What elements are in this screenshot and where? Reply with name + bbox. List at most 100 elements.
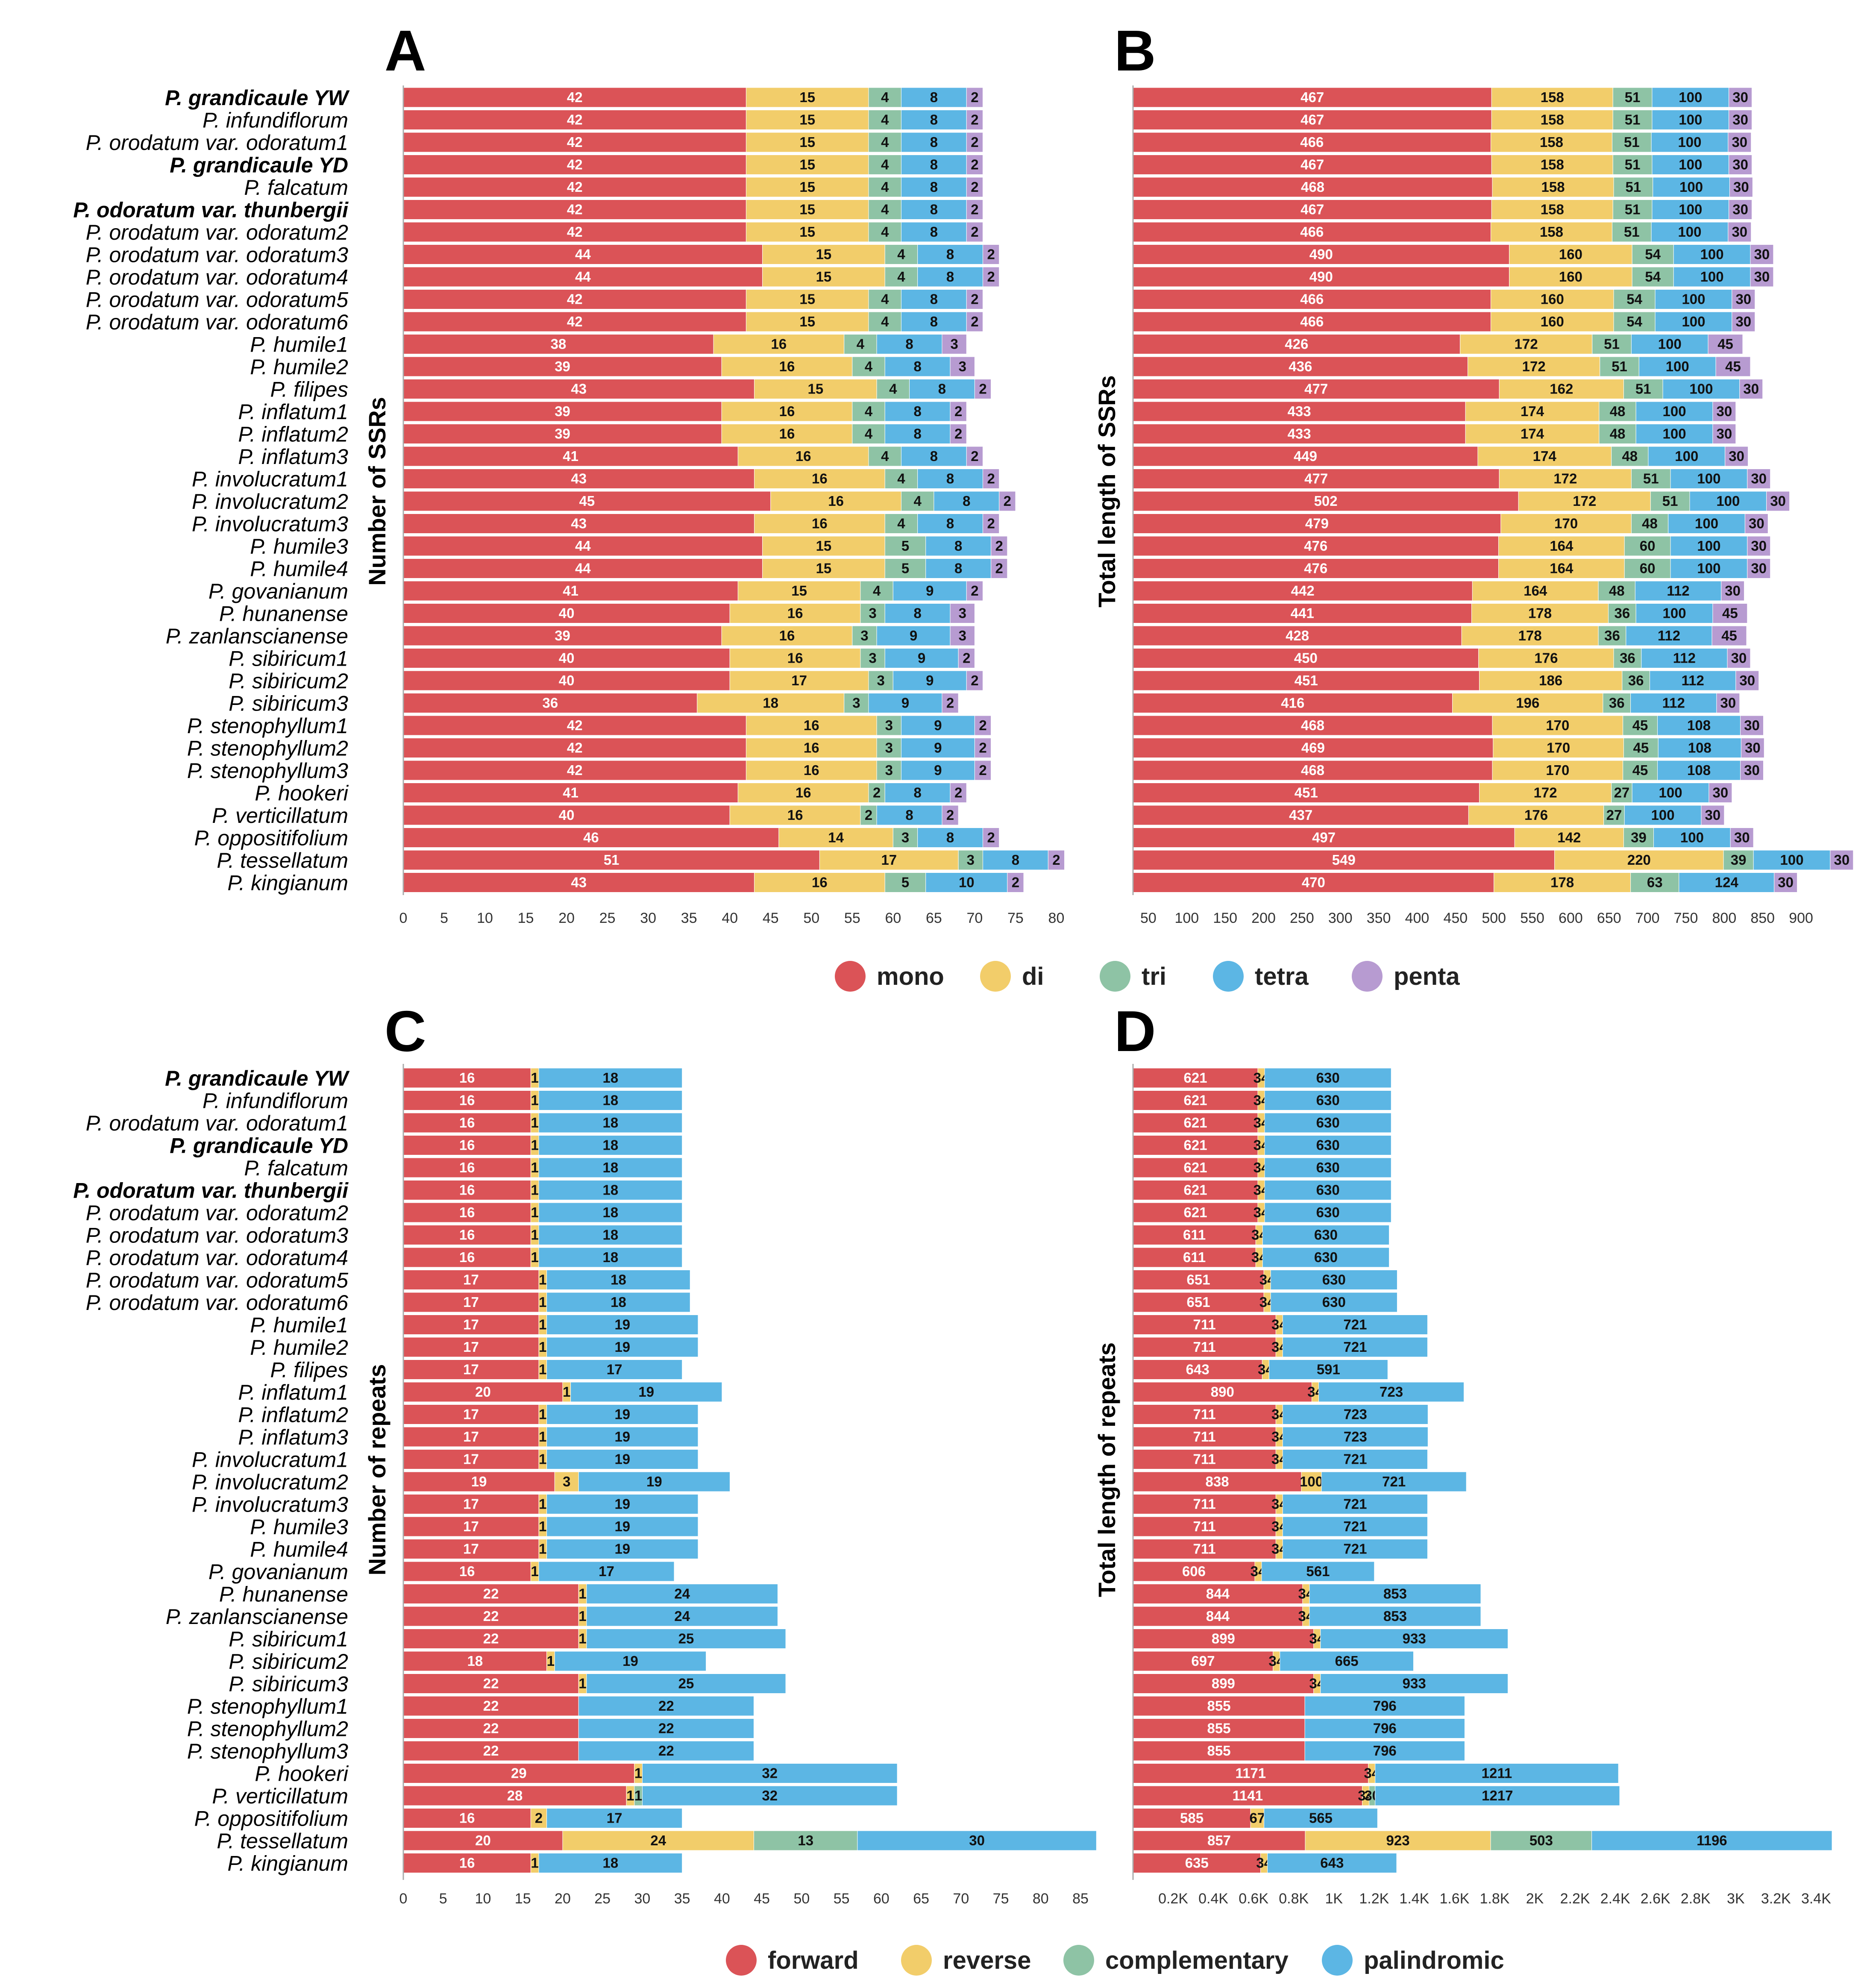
bar-tri [1611,446,1649,467]
bar-palindromic [1268,1360,1388,1380]
bar-forward [1133,1606,1303,1627]
bar-row-C-3: 16 1 18 [403,1113,683,1133]
bar-mono [1133,132,1491,153]
value-label-palindromic: 721 [1343,1317,1367,1333]
bar-row-B-13: 436 172 51 100 45 [1133,356,1751,377]
bar-di [1500,514,1632,534]
value-label-di: 164 [1550,538,1573,554]
bar-row-D-34: 585 67 565 [1133,1808,1378,1828]
value-label-forward: 22 [483,1676,499,1691]
tick-label: 5 [439,1891,447,1907]
value-label-tri: 4 [897,269,905,285]
bar-mono [1133,558,1499,578]
value-label-penta: 2 [954,403,962,419]
value-label-di: 160 [1541,291,1564,307]
value-label-di: 160 [1559,247,1582,262]
bar-tetra [917,469,983,489]
value-label-tri: 3 [869,650,876,666]
bar-tetra [884,648,959,668]
bar-row-D-29: 855 796 [1133,1696,1465,1716]
value-label-di: 196 [1516,695,1539,711]
value-label-penta: 3 [950,336,958,352]
value-label-tri: 3 [885,717,893,733]
value-label-di: 16 [804,740,819,756]
value-label-forward: 16 [459,1249,475,1265]
value-label-forward: 17 [463,1429,479,1445]
value-label-tri: 4 [897,516,905,532]
tick-label: 45 [763,910,779,926]
value-label-tetra: 108 [1687,717,1711,733]
value-label-mono: 502 [1314,493,1338,509]
bar-mono [1133,783,1480,803]
bar-palindromic [1264,1180,1391,1200]
bar-palindromic [1282,1449,1428,1469]
value-label-tri: 51 [1625,202,1641,217]
bar-tri [1612,110,1653,130]
value-label-palindromic: 630 [1316,1092,1340,1108]
bar-tetra [1631,334,1708,354]
value-label-palindromic: 630 [1316,1182,1340,1198]
bar-row-D-5: 621 34 630 [1133,1157,1391,1178]
value-label-mono: 476 [1304,561,1327,576]
species-label: P. orodatum var. odoratum1 [86,1111,348,1135]
bar-tri [1630,872,1679,893]
bar-penta [1732,289,1755,309]
bar-row-A-4: 42 15 4 8 2 [403,155,983,175]
value-label-reverse: 24 [650,1832,666,1848]
species-label: P. sibiricum2 [229,669,348,693]
bar-forward [403,1427,539,1447]
species-label: P. sibiricum1 [229,1627,348,1651]
bar-row-C-28: 22 1 25 [403,1674,786,1694]
bar-row-A-18: 43 16 4 8 2 [403,469,1000,489]
bar-tetra [1689,491,1767,511]
tick-label: 650 [1597,910,1621,926]
bar-forward [1133,1853,1261,1873]
bar-tetra [884,424,951,444]
value-label-reverse: 1 [531,1092,539,1108]
value-label-tetra: 8 [954,561,962,576]
bar-mono [403,872,755,893]
bar-palindromic [1264,1090,1391,1110]
tick-label: 1.8K [1480,1891,1510,1907]
bar-penta [966,222,983,242]
bar-penta [1728,132,1752,153]
value-label-forward: 697 [1191,1653,1215,1669]
bar-penta [983,469,1000,489]
value-label-forward: 621 [1183,1092,1207,1108]
bar-mono [1133,446,1478,467]
bar-mono [1133,356,1468,377]
bar-row-B-11: 466 160 54 100 30 [1133,311,1755,332]
value-label-forward: 19 [471,1474,487,1489]
bar-palindromic [546,1292,690,1313]
bar-mono [1133,401,1466,422]
bar-penta [1739,379,1763,399]
value-label-mono: 42 [567,291,583,307]
value-label-penta: 2 [1052,852,1060,868]
value-label-tri: 4 [881,112,889,128]
bar-di [1492,715,1623,736]
value-label-tetra: 8 [913,785,921,801]
bar-tri [884,244,918,264]
bar-forward [1133,1741,1305,1761]
bar-forward [403,1651,547,1671]
bar-forward [403,1449,539,1469]
value-label-palindromic: 630 [1316,1137,1340,1153]
bar-penta [1715,356,1751,377]
value-label-forward: 844 [1206,1608,1230,1624]
bar-tri [1631,469,1671,489]
tick-label: 700 [1635,910,1660,926]
bar-tetra [876,334,942,354]
value-label-di: 158 [1541,157,1564,173]
bar-tri [1632,244,1674,264]
bar-tetra [884,356,951,377]
species-label: P. orodatum var. odoratum5 [86,1269,348,1292]
bar-palindromic [1304,1718,1465,1738]
bar-forward [1133,1113,1258,1133]
value-label-mono: 497 [1312,830,1336,846]
value-label-tri: 4 [881,314,889,329]
value-label-reverse: 1 [531,1563,539,1579]
value-label-tri: 2 [865,807,872,823]
bar-row-D-22: 711 34 721 [1133,1539,1428,1559]
value-label-di: 162 [1550,381,1573,397]
value-label-reverse: 1 [539,1272,546,1288]
